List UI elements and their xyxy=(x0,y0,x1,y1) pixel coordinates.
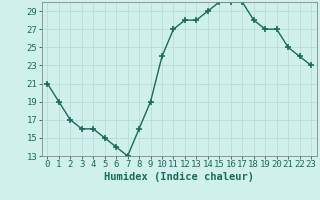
X-axis label: Humidex (Indice chaleur): Humidex (Indice chaleur) xyxy=(104,172,254,182)
